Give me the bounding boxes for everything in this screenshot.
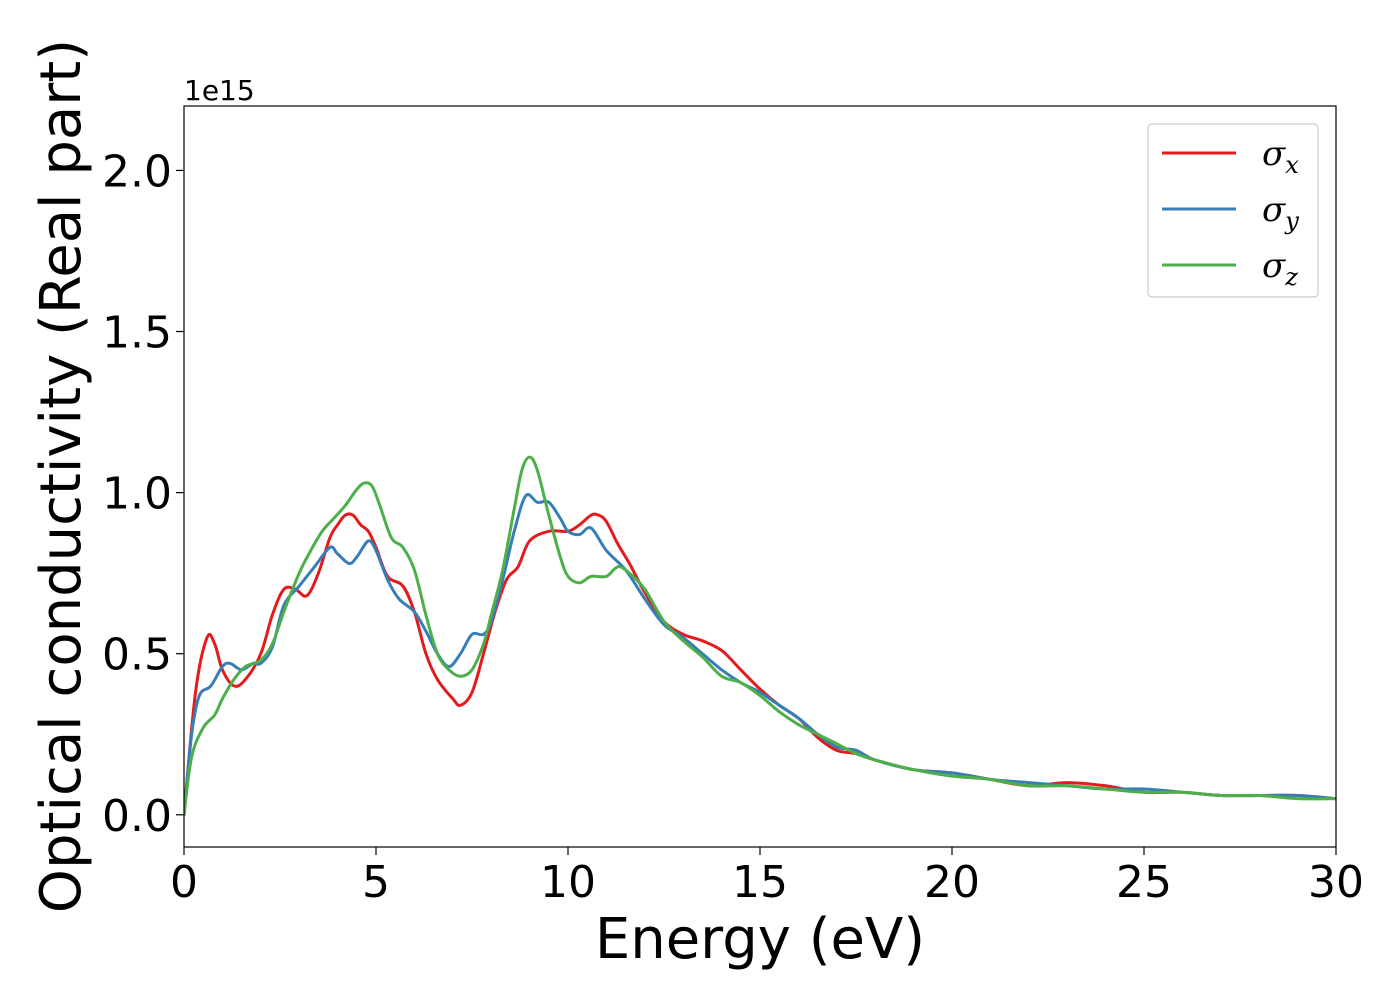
- y-tick-label: 2.0: [102, 146, 172, 197]
- x-axis-ticks: 0 5 10 15 20 25 30: [170, 847, 1364, 908]
- x-tick-label: 20: [924, 857, 980, 908]
- x-tick-label: 0: [170, 857, 198, 908]
- x-tick-label: 15: [732, 857, 788, 908]
- y-tick-label: 1.0: [102, 469, 172, 520]
- legend-label-y: σy: [1262, 190, 1299, 235]
- series-line-y: [184, 493, 1336, 817]
- x-tick-label: 5: [362, 857, 390, 908]
- y-tick-label: 0.0: [102, 791, 172, 842]
- y-tick-label: 0.5: [102, 630, 172, 681]
- y-tick-label: 1.5: [102, 308, 172, 359]
- legend-label-z: σz: [1262, 246, 1298, 291]
- series-layer: [184, 455, 1336, 817]
- y-axis-title: Optical conductivity (Real part): [29, 39, 94, 913]
- legend: σx σy σz: [1147, 123, 1319, 298]
- x-axis-title: Energy (eV): [595, 907, 925, 972]
- series-line-z: [184, 455, 1336, 817]
- legend-label-x: σx: [1262, 134, 1299, 179]
- y-offset-label: 1e15: [184, 74, 255, 107]
- x-tick-label: 30: [1308, 857, 1364, 908]
- y-axis-ticks: 0.0 0.5 1.0 1.5 2.0: [102, 146, 184, 842]
- x-tick-label: 10: [540, 857, 596, 908]
- x-tick-label: 25: [1116, 857, 1172, 908]
